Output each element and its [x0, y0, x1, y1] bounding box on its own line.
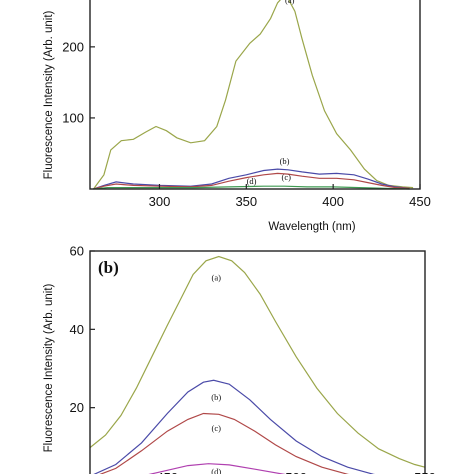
chart-top-ylabel: Fluorescence Intensity (Arb. unit) — [43, 10, 55, 179]
chart-bottom-curve-labels: (a) (b) (c) (d) — [211, 272, 221, 474]
chart-bottom-panel-label: (b) — [98, 258, 119, 277]
chart-top-series — [93, 0, 414, 190]
chart-bottom-series-line-1 — [93, 379, 376, 474]
chart-top-curve-labels: (a) (b) (c) (d) — [247, 0, 295, 186]
chart-bottom-xtick-label: 500 — [285, 470, 307, 474]
chart-top-xtick-label: 400 — [322, 194, 344, 209]
chart-bottom-curve-label: (d) — [211, 466, 221, 474]
chart-bottom-series-line-3 — [148, 463, 286, 474]
chart-bottom-ytick-label: 40 — [70, 322, 84, 337]
chart-top-curve-label: (b) — [280, 156, 290, 166]
chart-top-ytick-label: 100 — [62, 110, 84, 125]
chart-bottom-curve-label: (c) — [212, 423, 222, 433]
chart-top-curve-label: (d) — [247, 176, 257, 186]
chart-top-xtick-label: 350 — [235, 194, 257, 209]
chart-bottom-curve-label: (b) — [211, 392, 221, 402]
chart-top-ticks: 300 350 400 450 100 200 — [62, 39, 431, 209]
chart-top-series-line-2 — [93, 172, 410, 190]
chart-bottom-series-line-0 — [89, 255, 426, 468]
chart-top-curve-label: (c) — [282, 172, 292, 182]
chart-top-series-line-3 — [93, 185, 410, 190]
chart-bottom-series-line-2 — [99, 412, 350, 474]
chart-bottom-series — [89, 255, 426, 474]
chart-bottom-ticks: 450 500 550 20 40 60 — [70, 244, 436, 474]
chart-bottom-xtick-label: 550 — [414, 470, 436, 474]
chart-top-frame — [89, 0, 421, 190]
chart-bottom-ytick-label: 60 — [70, 244, 84, 259]
chart-bottom-curve-label: (a) — [212, 272, 222, 282]
chart-top-ytick-label: 200 — [62, 39, 84, 54]
chart-top-xlabel: Wavelength (nm) — [268, 221, 355, 233]
chart-top-xtick-label: 300 — [149, 194, 171, 209]
chart-bottom: 450 500 550 20 40 60 (a) (b) (c) (d) (b) Fluores… — [43, 244, 436, 474]
chart-bottom-frame — [89, 250, 426, 474]
chart-top-xtick-label: 450 — [409, 194, 431, 209]
chart-top-series-line-0 — [93, 0, 414, 190]
chart-bottom-xtick-label: 450 — [156, 470, 178, 474]
chart-top-curve-label: (a) — [285, 0, 295, 5]
chart-bottom-ylabel: Fluorescence Intensity (Arb. unit) — [43, 283, 55, 452]
chart-bottom-ytick-label: 20 — [70, 400, 84, 415]
chart-top-series-line-1 — [93, 168, 410, 190]
chart-top: 300 350 400 450 100 200 (a) (b) (c) (d) Waveleng… — [43, 0, 431, 233]
